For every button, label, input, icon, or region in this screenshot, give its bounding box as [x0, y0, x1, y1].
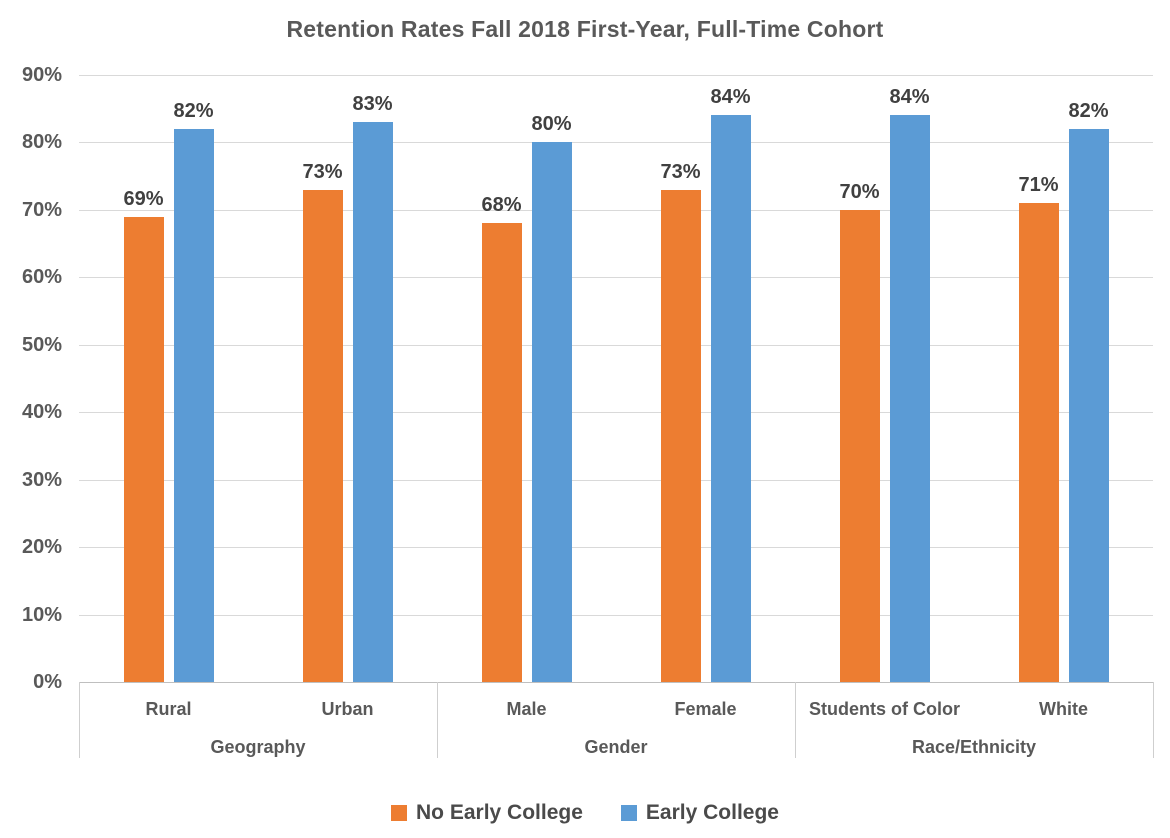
gridline-20 — [79, 547, 1153, 549]
bar-label-early-college-white: 82% — [1068, 99, 1109, 122]
legend-item-no-early-college: No Early College — [391, 801, 583, 825]
gridline-10 — [79, 614, 1153, 616]
y-tick-label-30: 30% — [21, 468, 62, 491]
y-tick-label-0: 0% — [33, 671, 62, 693]
axis-divider-2 — [795, 682, 796, 758]
bar-label-no-early-college-male: 68% — [481, 194, 522, 217]
y-tick-label-70: 70% — [21, 198, 62, 221]
y-tick-label-60: 60% — [21, 266, 62, 289]
y-tick-label-90: 90% — [21, 64, 62, 86]
gridline-40 — [79, 412, 1153, 414]
bar-label-early-college-female: 84% — [710, 86, 751, 109]
bar-early-college-white — [1068, 128, 1109, 682]
y-tick-label-10: 10% — [21, 603, 62, 626]
bar-no-early-college-students-of-color — [839, 209, 880, 682]
group-label-geography: Geography — [210, 737, 306, 757]
bar-no-early-college-white — [1018, 203, 1059, 682]
bar-label-no-early-college-female: 73% — [660, 160, 701, 183]
gridline-80 — [79, 142, 1153, 144]
legend-label-no-early-college: No Early College — [416, 801, 583, 824]
axis-divider-1 — [437, 682, 438, 758]
y-tick-label-50: 50% — [21, 333, 62, 356]
legend: No Early College Early College — [0, 801, 1170, 825]
x-axis-line — [79, 682, 1153, 683]
legend-swatch-early-college-icon — [620, 805, 637, 821]
category-label-urban: Urban — [321, 699, 374, 719]
bar-early-college-male — [531, 142, 572, 682]
y-tick-label-80: 80% — [21, 131, 62, 154]
category-label-male: Male — [506, 699, 547, 719]
legend-swatch-no-early-college-icon — [391, 805, 408, 821]
bar-label-early-college-students-of-color: 84% — [889, 86, 930, 109]
bar-label-early-college-rural: 82% — [173, 99, 214, 122]
legend-item-early-college: Early College — [620, 801, 779, 825]
bar-label-no-early-college-white: 71% — [1018, 174, 1059, 197]
bar-no-early-college-female — [660, 189, 701, 682]
bar-early-college-urban — [352, 122, 393, 682]
axis-divider-3 — [1153, 682, 1154, 758]
bar-label-no-early-college-rural: 69% — [123, 187, 164, 210]
gridline-30 — [79, 479, 1153, 481]
legend-label-early-college: Early College — [645, 801, 779, 824]
y-tick-label-20: 20% — [21, 536, 62, 559]
group-label-race-ethnicity: Race/Ethnicity — [911, 737, 1037, 757]
category-label-rural: Rural — [145, 699, 192, 719]
gridline-70 — [79, 209, 1153, 211]
bar-label-no-early-college-students-of-color: 70% — [839, 180, 880, 203]
bar-early-college-rural — [173, 128, 214, 682]
gridline-50 — [79, 344, 1153, 346]
bar-no-early-college-rural — [123, 216, 164, 682]
bar-early-college-students-of-color — [889, 115, 930, 682]
gridline-90 — [79, 75, 1153, 76]
chart-title: Retention Rates Fall 2018 First-Year, Fu… — [286, 16, 884, 42]
category-label-students-of-color: Students of Color — [809, 699, 960, 719]
category-label-female: Female — [674, 699, 737, 719]
bar-label-early-college-urban: 83% — [352, 93, 393, 116]
bar-label-early-college-male: 80% — [531, 113, 572, 136]
y-tick-label-40: 40% — [21, 401, 62, 424]
bar-label-no-early-college-urban: 73% — [302, 160, 343, 183]
bar-early-college-female — [710, 115, 751, 682]
category-label-white: White — [1039, 699, 1088, 719]
axis-divider-0 — [79, 682, 80, 758]
group-label-gender: Gender — [584, 737, 648, 757]
bar-no-early-college-urban — [302, 189, 343, 682]
bar-no-early-college-male — [481, 223, 522, 682]
gridline-60 — [79, 277, 1153, 279]
